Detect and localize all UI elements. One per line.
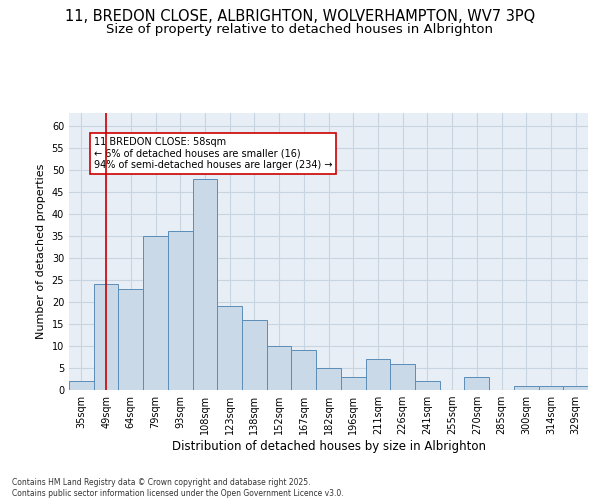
Bar bbox=[464, 377, 489, 390]
Text: Contains HM Land Registry data © Crown copyright and database right 2025.
Contai: Contains HM Land Registry data © Crown c… bbox=[12, 478, 344, 498]
X-axis label: Distribution of detached houses by size in Albrighton: Distribution of detached houses by size … bbox=[172, 440, 485, 453]
Y-axis label: Number of detached properties: Number of detached properties bbox=[36, 164, 46, 339]
Bar bbox=[539, 386, 563, 390]
Text: Size of property relative to detached houses in Albrighton: Size of property relative to detached ho… bbox=[107, 22, 493, 36]
Text: 11, BREDON CLOSE, ALBRIGHTON, WOLVERHAMPTON, WV7 3PQ: 11, BREDON CLOSE, ALBRIGHTON, WOLVERHAMP… bbox=[65, 9, 535, 24]
Bar bbox=[390, 364, 415, 390]
Bar bbox=[267, 346, 292, 390]
Bar bbox=[292, 350, 316, 390]
Bar bbox=[514, 386, 539, 390]
Bar bbox=[168, 232, 193, 390]
Bar bbox=[316, 368, 341, 390]
Bar bbox=[341, 377, 365, 390]
Bar bbox=[365, 359, 390, 390]
Bar bbox=[217, 306, 242, 390]
Bar bbox=[94, 284, 118, 390]
Bar bbox=[69, 381, 94, 390]
Text: 11 BREDON CLOSE: 58sqm
← 6% of detached houses are smaller (16)
94% of semi-deta: 11 BREDON CLOSE: 58sqm ← 6% of detached … bbox=[94, 136, 332, 170]
Bar bbox=[563, 386, 588, 390]
Bar bbox=[242, 320, 267, 390]
Bar bbox=[193, 178, 217, 390]
Bar bbox=[415, 381, 440, 390]
Bar bbox=[143, 236, 168, 390]
Bar bbox=[118, 288, 143, 390]
